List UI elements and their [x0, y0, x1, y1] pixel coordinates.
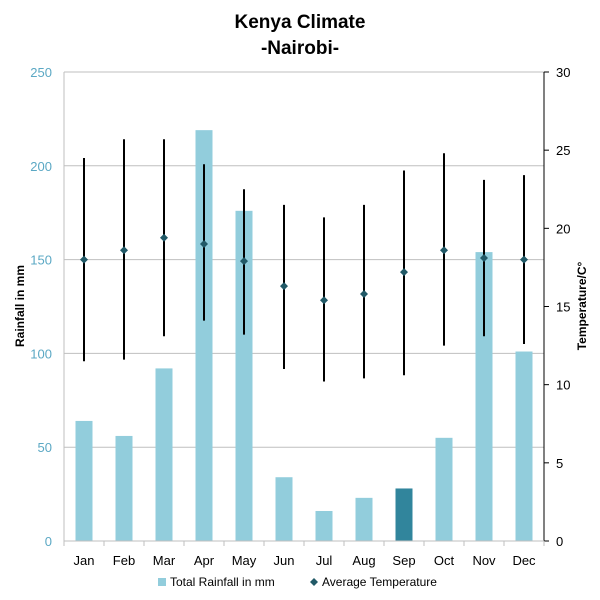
- x-tick-label: Apr: [194, 553, 215, 568]
- x-tick-label: Nov: [472, 553, 496, 568]
- rainfall-bar: [235, 210, 253, 541]
- temperature-point: [80, 255, 88, 264]
- y2-tick-label: 30: [556, 65, 570, 80]
- y-tick-label: 250: [30, 65, 52, 80]
- y2-axis-label: Temperature/C°: [575, 262, 589, 351]
- temperature-point: [520, 255, 528, 264]
- y-tick-label: 0: [45, 534, 52, 549]
- y2-tick-label: 10: [556, 378, 570, 393]
- x-tick-label: Jan: [74, 553, 95, 568]
- temperature-point: [400, 268, 408, 277]
- x-tick-label: Jun: [274, 553, 295, 568]
- y2-tick-label: 5: [556, 456, 563, 471]
- y-tick-label: 150: [30, 253, 52, 268]
- y-tick-label: 50: [38, 440, 52, 455]
- y-axis-label: Rainfall in mm: [13, 265, 27, 347]
- y2-tick-label: 0: [556, 534, 563, 549]
- x-tick-label: Feb: [113, 553, 135, 568]
- chart-subtitle: -Nairobi-: [261, 38, 339, 59]
- temperature-points: [80, 139, 528, 382]
- rainfall-bar: [115, 435, 133, 541]
- rainfall-bar: [355, 497, 373, 541]
- rainfall-bar: [195, 130, 213, 541]
- x-tick-label: Dec: [512, 553, 536, 568]
- rainfall-bar: [315, 510, 333, 541]
- rainfall-bar: [155, 368, 173, 541]
- legend-rainfall-swatch: [158, 578, 166, 586]
- rainfall-bar: [275, 477, 293, 541]
- temperature-point: [320, 296, 328, 305]
- x-tick-label: Sep: [392, 553, 415, 568]
- y-tick-label: 100: [30, 346, 52, 361]
- legend-rainfall-label: Total Rainfall in mm: [170, 575, 275, 589]
- temperature-point: [200, 239, 208, 248]
- x-tick-label: Mar: [153, 553, 176, 568]
- temperature-point: [240, 257, 248, 266]
- gridlines: [64, 71, 544, 448]
- temperature-point: [440, 246, 448, 255]
- legend-temperature-label: Average Temperature: [322, 575, 437, 589]
- rainfall-bar: [435, 437, 453, 541]
- temperature-point: [120, 246, 128, 255]
- y2-tick-label: 25: [556, 143, 570, 158]
- y-tick-label: 200: [30, 159, 52, 174]
- rainfall-bar: [395, 488, 413, 541]
- x-tick-label: Jul: [316, 553, 333, 568]
- legend: Total Rainfall in mm Average Temperature: [158, 575, 437, 589]
- rainfall-bar: [75, 420, 93, 541]
- temperature-point: [480, 254, 488, 263]
- temperature-point: [280, 282, 288, 291]
- x-tick-label: Oct: [434, 553, 455, 568]
- chart-title: Kenya Climate: [235, 12, 366, 33]
- y2-tick-label: 20: [556, 221, 570, 236]
- axes: [63, 71, 549, 546]
- tick-labels: 0 50 100 150 200 250 0 5 10 15 20 25 30 Jan Feb Mar Apr M…: [30, 65, 570, 568]
- x-tick-label: Aug: [352, 553, 375, 568]
- y2-tick-label: 15: [556, 300, 570, 315]
- rainfall-bar: [475, 252, 493, 541]
- rainfall-bar: [515, 351, 533, 541]
- temperature-point: [360, 289, 368, 298]
- legend-temperature-marker: [310, 578, 318, 586]
- rainfall-bars: [75, 130, 533, 541]
- temperature-point: [160, 233, 168, 242]
- x-tick-label: May: [232, 553, 257, 568]
